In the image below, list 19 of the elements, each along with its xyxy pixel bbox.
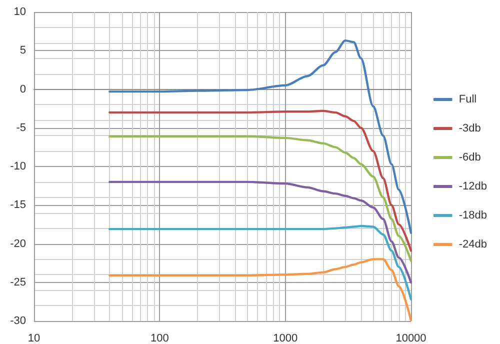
legend-label: -24db [458, 238, 488, 250]
y-tick-label: -30 [10, 315, 26, 327]
y-tick-label: 0 [20, 83, 26, 96]
legend-label: -12db [458, 180, 488, 192]
x-tick-label: 1000 [273, 332, 298, 344]
legend-label: -18db [458, 210, 488, 222]
legend-label: -3db [458, 122, 481, 134]
y-tick-label: -20 [10, 238, 26, 250]
x-tick-label: 10000 [396, 332, 426, 344]
y-tick-label: -25 [10, 276, 26, 288]
y-tick-label: 10 [14, 6, 26, 18]
y-tick-label: -5 [16, 122, 26, 134]
legend-label: Full [458, 94, 477, 106]
y-tick-label: 5 [20, 44, 26, 57]
x-tick-label: 10 [28, 332, 40, 344]
x-tick-label: 100 [150, 332, 169, 344]
y-tick-label: -15 [10, 199, 26, 212]
y-tick-label: -10 [10, 160, 26, 172]
legend-label: -6db [458, 152, 481, 164]
